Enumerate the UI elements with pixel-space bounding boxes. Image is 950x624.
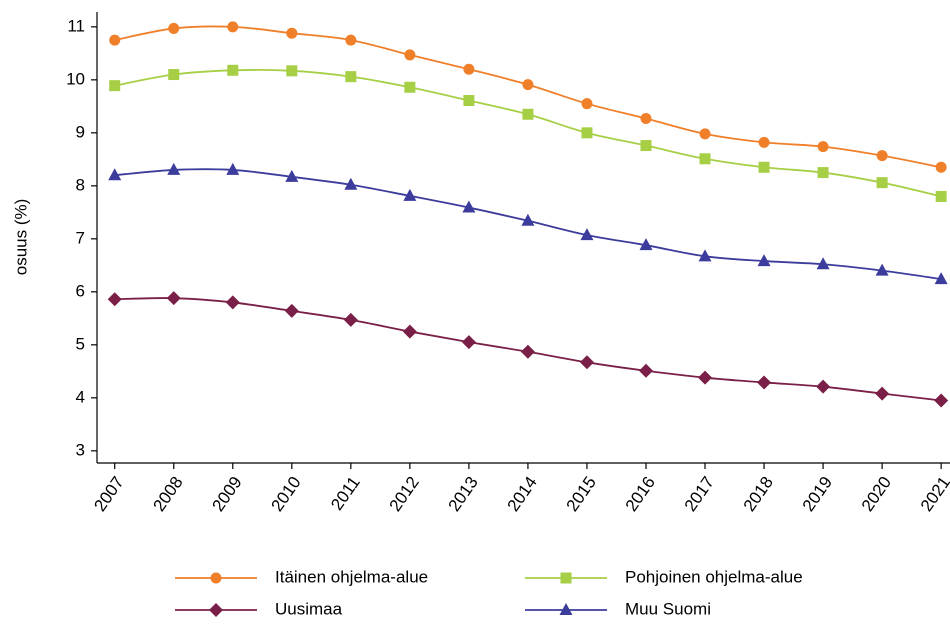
y-tick-label: 10: [66, 69, 85, 88]
y-tick-label: 6: [76, 281, 85, 300]
marker: [168, 69, 180, 81]
y-tick-label: 3: [76, 440, 85, 459]
legend-marker: [210, 572, 222, 584]
marker: [817, 167, 829, 179]
x-tick-label: 2008: [149, 473, 186, 515]
y-tick-label: 7: [76, 228, 85, 247]
marker: [639, 238, 653, 251]
x-tick-label: 2016: [622, 473, 659, 515]
x-tick-label: 2019: [799, 473, 836, 515]
legend-label: Pohjoinen ohjelma-alue: [625, 567, 803, 586]
marker: [286, 65, 298, 77]
x-tick-label: 2014: [504, 473, 541, 515]
marker: [108, 168, 122, 181]
marker: [640, 113, 652, 125]
legend-label: Itäinen ohjelma-alue: [275, 567, 428, 586]
marker: [284, 303, 299, 318]
legend-label: Muu Suomi: [625, 599, 711, 618]
x-tick-label: 2015: [563, 473, 600, 515]
x-tick-label: 2007: [90, 473, 127, 515]
marker: [522, 79, 534, 91]
marker: [404, 81, 416, 93]
marker: [934, 272, 948, 285]
marker: [876, 150, 888, 162]
marker: [581, 98, 593, 110]
y-tick-label: 8: [76, 175, 85, 194]
y-tick-label: 9: [76, 122, 85, 141]
y-axis-label: osuus (%): [11, 199, 30, 276]
marker: [404, 49, 416, 61]
marker: [227, 64, 239, 76]
x-tick-label: 2011: [327, 473, 364, 514]
marker: [876, 177, 888, 189]
marker: [343, 312, 358, 327]
marker: [816, 257, 830, 270]
marker: [934, 393, 949, 408]
marker: [402, 324, 417, 339]
marker: [463, 63, 475, 75]
marker: [462, 200, 476, 213]
marker: [757, 375, 772, 390]
marker: [935, 190, 947, 202]
y-tick-label: 4: [76, 387, 85, 406]
marker: [699, 153, 711, 165]
marker: [285, 169, 299, 182]
marker: [640, 140, 652, 152]
marker: [817, 141, 829, 153]
marker: [521, 213, 535, 226]
x-tick-label: 2012: [386, 473, 423, 515]
marker: [286, 27, 298, 39]
series-line: [114, 25, 942, 169]
marker: [581, 127, 593, 139]
marker: [758, 136, 770, 148]
marker: [167, 162, 181, 175]
marker: [522, 108, 534, 120]
marker: [109, 34, 121, 46]
legend-marker: [209, 603, 223, 617]
marker: [107, 292, 122, 307]
marker: [168, 22, 180, 34]
marker: [463, 95, 475, 107]
marker: [227, 21, 239, 33]
marker: [698, 370, 713, 385]
marker: [875, 263, 889, 276]
marker: [699, 128, 711, 140]
marker: [638, 363, 653, 378]
marker: [345, 71, 357, 83]
marker: [461, 335, 476, 350]
marker: [758, 161, 770, 173]
marker: [520, 344, 535, 359]
marker: [344, 177, 358, 190]
marker: [935, 161, 947, 173]
marker: [757, 254, 771, 267]
x-tick-label: 2010: [267, 473, 304, 515]
x-tick-label: 2021: [917, 473, 950, 515]
marker: [875, 386, 890, 401]
legend-marker: [559, 603, 573, 615]
x-tick-label: 2009: [208, 473, 245, 515]
marker: [345, 34, 357, 46]
marker: [580, 228, 594, 241]
marker: [816, 379, 831, 394]
y-tick-label: 11: [67, 16, 85, 35]
marker: [698, 249, 712, 262]
marker: [166, 291, 181, 306]
x-tick-label: 2018: [740, 473, 777, 515]
marker: [109, 80, 121, 92]
marker: [226, 162, 240, 175]
x-tick-label: 2020: [858, 473, 895, 515]
legend-marker: [560, 572, 572, 584]
legend-label: Uusimaa: [275, 599, 343, 618]
x-tick-label: 2013: [445, 473, 482, 515]
y-tick-label: 5: [76, 334, 85, 353]
x-tick-label: 2017: [681, 473, 718, 515]
marker: [579, 355, 594, 370]
marker: [403, 188, 417, 201]
marker: [225, 295, 240, 310]
